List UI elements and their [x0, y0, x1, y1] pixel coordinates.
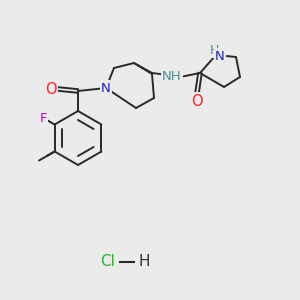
Text: N: N: [215, 50, 225, 62]
Text: H: H: [209, 44, 219, 56]
Text: H: H: [138, 254, 150, 269]
Text: O: O: [45, 82, 57, 97]
Text: N: N: [101, 82, 111, 94]
Text: O: O: [191, 94, 203, 109]
Text: NH: NH: [162, 70, 182, 83]
Text: F: F: [40, 112, 47, 124]
Text: Cl: Cl: [100, 254, 116, 269]
